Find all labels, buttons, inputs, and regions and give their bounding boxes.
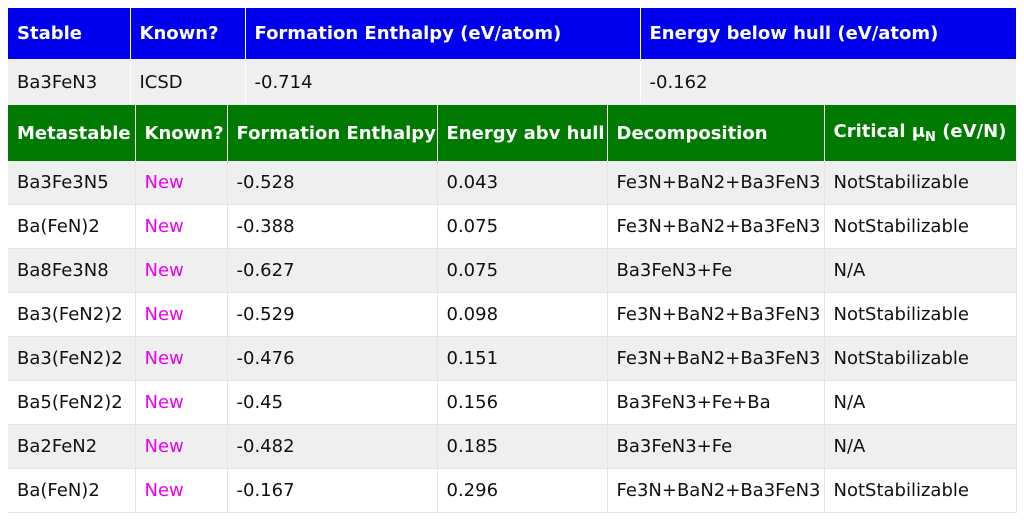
table-cell: Ba3FeN3+Fe bbox=[607, 424, 825, 469]
table-row: Ba(FeN)2 New -0.167 0.296 Fe3N+BaN2+Ba3FeN3 N… bbox=[8, 468, 1017, 513]
table-row: Ba3Fe3N5 New -0.528 0.043 Fe3N+BaN2+Ba3FeN3 N… bbox=[8, 161, 1017, 205]
table-row: Ba(FeN)2 New -0.388 0.075 Fe3N+BaN2+Ba3FeN3 N… bbox=[8, 204, 1017, 249]
table-cell: Fe3N+BaN2+Ba3FeN3 bbox=[607, 292, 825, 337]
table-cell: Ba(FeN)2 bbox=[8, 468, 136, 513]
known-status-cell: New bbox=[135, 204, 228, 249]
table-cell: Ba3FeN3+Fe+Ba bbox=[607, 380, 825, 425]
table-cell: N/A bbox=[824, 380, 1017, 425]
table-row: Ba2FeN2 New -0.482 0.185 Ba3FeN3+Fe N/A bbox=[8, 424, 1017, 469]
stable-header-cell: Formation Enthalpy (eV/atom) bbox=[245, 8, 641, 59]
table-cell: 0.156 bbox=[437, 380, 608, 425]
known-status-cell: New bbox=[135, 292, 228, 337]
table-cell: Fe3N+BaN2+Ba3FeN3 bbox=[607, 336, 825, 381]
table-cell: NotStabilizable bbox=[824, 336, 1017, 381]
known-status-cell: New bbox=[135, 468, 228, 513]
metastable-table: Metastable Known? Formation Enthalpy Ene… bbox=[8, 105, 1017, 513]
stable-header-row: Stable Known? Formation Enthalpy (eV/ato… bbox=[8, 8, 1017, 59]
critical-mu-header: Critical μN (eV/N) bbox=[824, 105, 1017, 161]
table-row: Ba3(FeN2)2 New -0.476 0.151 Fe3N+BaN2+Ba3FeN… bbox=[8, 336, 1017, 381]
known-status-cell: New bbox=[135, 161, 228, 205]
known-status-cell: New bbox=[135, 424, 228, 469]
known-status-cell: New bbox=[135, 380, 228, 425]
table-cell: -0.627 bbox=[227, 248, 438, 293]
metastable-header-cell: Formation Enthalpy bbox=[227, 105, 438, 161]
table-cell: Ba8Fe3N8 bbox=[8, 248, 136, 293]
table-cell: -0.529 bbox=[227, 292, 438, 337]
metastable-header-cell: Known? bbox=[135, 105, 228, 161]
table-row: Ba8Fe3N8 New -0.627 0.075 Ba3FeN3+Fe N/A bbox=[8, 248, 1017, 293]
table-cell: N/A bbox=[824, 424, 1017, 469]
table-row: Ba5(FeN2)2 New -0.45 0.156 Ba3FeN3+Fe+Ba N/A bbox=[8, 380, 1017, 425]
table-cell: -0.388 bbox=[227, 204, 438, 249]
table-cell: Ba3Fe3N5 bbox=[8, 161, 136, 205]
table-cell: Ba2FeN2 bbox=[8, 424, 136, 469]
stable-cell: -0.162 bbox=[640, 59, 1017, 105]
metastable-header-row: Metastable Known? Formation Enthalpy Ene… bbox=[8, 105, 1017, 161]
table-row: Ba3(FeN2)2 New -0.529 0.098 Fe3N+BaN2+Ba3FeN… bbox=[8, 292, 1017, 337]
stable-cell: -0.714 bbox=[245, 59, 641, 105]
table-cell: Ba3FeN3+Fe bbox=[607, 248, 825, 293]
stable-header-cell: Known? bbox=[130, 8, 246, 59]
table-cell: -0.528 bbox=[227, 161, 438, 205]
table-cell: N/A bbox=[824, 248, 1017, 293]
table-cell: -0.482 bbox=[227, 424, 438, 469]
table-cell: Ba(FeN)2 bbox=[8, 204, 136, 249]
table-cell: -0.167 bbox=[227, 468, 438, 513]
critical-mu-subscript: N bbox=[925, 130, 936, 145]
table-cell: NotStabilizable bbox=[824, 468, 1017, 513]
table-cell: NotStabilizable bbox=[824, 204, 1017, 249]
metastable-header-cell: Metastable bbox=[8, 105, 136, 161]
metastable-header-cell: Decomposition bbox=[607, 105, 825, 161]
table-cell: 0.043 bbox=[437, 161, 608, 205]
metastable-body: Ba3Fe3N5 New -0.528 0.043 Fe3N+BaN2+Ba3FeN3 N… bbox=[8, 161, 1017, 513]
critical-mu-label: Critical μ bbox=[833, 121, 926, 142]
stable-header-cell: Stable bbox=[8, 8, 131, 59]
table-cell: Fe3N+BaN2+Ba3FeN3 bbox=[607, 204, 825, 249]
stable-cell: Ba3FeN3 bbox=[8, 59, 131, 105]
table-cell: NotStabilizable bbox=[824, 292, 1017, 337]
table-cell: Fe3N+BaN2+Ba3FeN3 bbox=[607, 468, 825, 513]
stable-header-cell: Energy below hull (eV/atom) bbox=[640, 8, 1017, 59]
table-cell: 0.185 bbox=[437, 424, 608, 469]
metastable-header-cell: Energy abv hull bbox=[437, 105, 608, 161]
critical-mu-unit: (eV/N) bbox=[935, 121, 1007, 142]
table-cell: 0.098 bbox=[437, 292, 608, 337]
table-cell: 0.075 bbox=[437, 248, 608, 293]
table-cell: Ba5(FeN2)2 bbox=[8, 380, 136, 425]
stable-cell: ICSD bbox=[130, 59, 246, 105]
table-cell: -0.476 bbox=[227, 336, 438, 381]
table-cell: Fe3N+BaN2+Ba3FeN3 bbox=[607, 161, 825, 205]
table-cell: Ba3(FeN2)2 bbox=[8, 292, 136, 337]
known-status-cell: New bbox=[135, 248, 228, 293]
table-cell: Ba3(FeN2)2 bbox=[8, 336, 136, 381]
table-cell: 0.075 bbox=[437, 204, 608, 249]
table-cell: 0.151 bbox=[437, 336, 608, 381]
stable-row: Ba3FeN3 ICSD -0.714 -0.162 bbox=[8, 59, 1017, 105]
known-status-cell: New bbox=[135, 336, 228, 381]
table-cell: NotStabilizable bbox=[824, 161, 1017, 205]
table-cell: 0.296 bbox=[437, 468, 608, 513]
stable-table: Stable Known? Formation Enthalpy (eV/ato… bbox=[8, 8, 1017, 105]
table-cell: -0.45 bbox=[227, 380, 438, 425]
